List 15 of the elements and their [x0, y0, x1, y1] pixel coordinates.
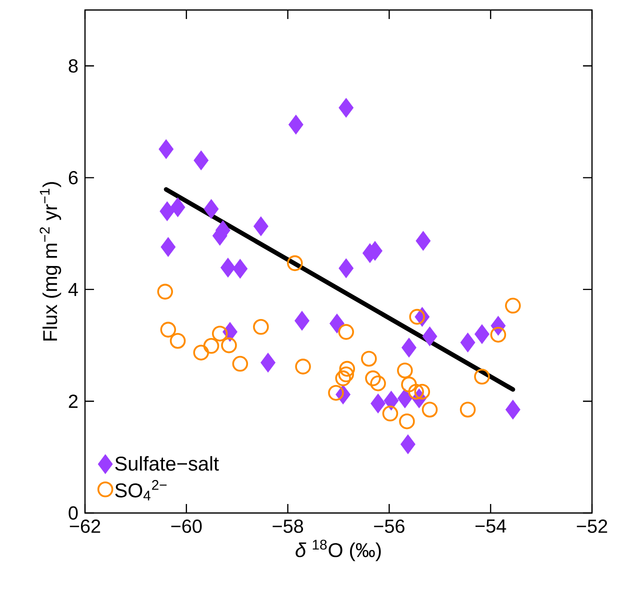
- x-tick-label: −62: [70, 520, 100, 533]
- y-tick-label: 2: [68, 394, 78, 408]
- legend-label: SO$_{4}$2−: [115, 480, 167, 500]
- x-tick-label: −60: [171, 520, 202, 533]
- x-tick-label: −56: [374, 520, 404, 533]
- y-tick-label: 4: [68, 282, 78, 296]
- x-tick-label: −54: [475, 520, 506, 533]
- y-tick-label: 8: [68, 59, 78, 73]
- x-tick-label: −58: [272, 520, 304, 533]
- x-axis-title: δ $^{18}$O (‰): [296, 540, 381, 562]
- y-tick-label: 6: [68, 170, 78, 184]
- legend-label: Sulfate−salt: [115, 456, 219, 471]
- x-tick-label: −52: [576, 520, 608, 533]
- y-tick-label: 0: [68, 506, 78, 520]
- y-axis-title: Flux (mg m$^{−2}$ yr$^{−1}$): [40, 182, 62, 340]
